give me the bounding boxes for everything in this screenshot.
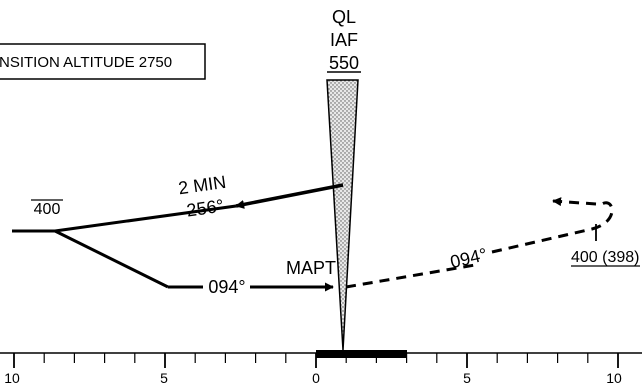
outbound-arrow [235,183,344,209]
fix-id-label: QL [332,7,356,27]
inbound-course-label: 094° [208,277,245,297]
missed-approach-track-1 [345,263,476,289]
transition-altitude-text: NSITION ALTITUDE 2750 [0,54,172,71]
mapt-label: MAPT [286,258,336,278]
missed-return-arrow [552,197,597,207]
fix-label-group: QL IAF 550 [327,7,361,73]
left-altitude-label: 400 [34,201,61,218]
missed-approach-track-2 [491,201,614,254]
scale-label-right-5: 5 [463,370,471,386]
missed-course-label: 094° [448,244,489,272]
outbound-course-label: 256° [185,196,225,221]
scale-label-right-10: 10 [606,370,622,386]
runway-bar [316,350,407,358]
scale-label-left-10: 10 [4,370,20,386]
descent-line [54,229,169,289]
outbound-time-label: 2 MIN [177,172,227,198]
scale-label-zero: 0 [312,370,320,386]
distance-scale: 10 5 0 5 10 [0,350,642,386]
hold-altitude-label: 400 (398) [571,249,640,266]
transition-altitude-box: NSITION ALTITUDE 2750 [0,43,206,80]
outbound-track-line [54,204,237,233]
fix-cone [326,79,359,351]
scale-label-left-5: 5 [160,370,168,386]
fix-role-label: IAF [330,30,358,50]
fix-altitude-label: 550 [329,53,359,73]
transition-altitude-frame [0,43,206,80]
